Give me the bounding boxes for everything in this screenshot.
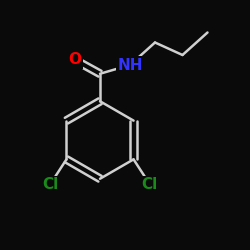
Text: Cl: Cl	[42, 177, 58, 192]
Text: NH: NH	[117, 58, 143, 72]
Text: O: O	[68, 52, 82, 68]
Text: Cl: Cl	[142, 177, 158, 192]
